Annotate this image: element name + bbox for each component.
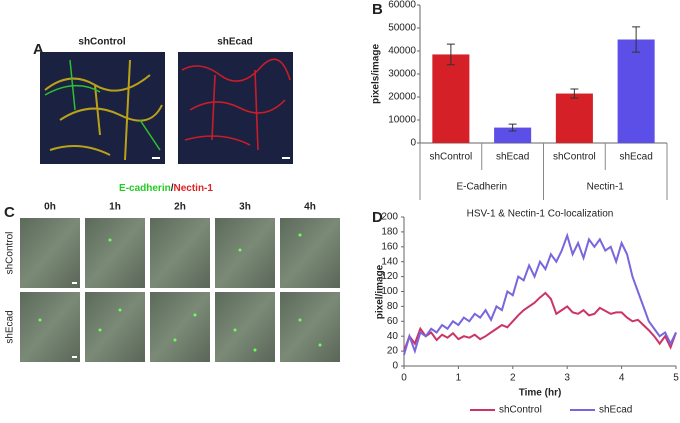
- panel-label: B: [372, 1, 383, 18]
- error-bar: [632, 26, 641, 53]
- group-label: E-Cadherin: [456, 182, 507, 193]
- caption-part: Nectin-1: [174, 183, 214, 194]
- micrograph: [20, 292, 80, 362]
- y-tick-label: 120: [381, 271, 398, 282]
- x-tick-label: 1: [456, 373, 462, 384]
- x-tick-label: shControl: [553, 152, 596, 163]
- panel-a-images: [40, 52, 293, 164]
- column-label: 0h: [44, 202, 56, 213]
- chart-title: HSV-1 & Nectin-1 Co-localization: [467, 209, 614, 220]
- group-label: Nectin-1: [587, 182, 625, 193]
- y-tick-label: 40000: [388, 46, 416, 57]
- panel-label: A: [33, 41, 44, 58]
- x-tick-label: shEcad: [619, 152, 652, 163]
- y-tick-label: 0: [410, 138, 416, 149]
- column-label: shEcad: [217, 37, 253, 48]
- y-tick-label: 20: [387, 346, 399, 357]
- y-tick-label: 30000: [388, 69, 416, 80]
- y-tick-label: 100: [381, 286, 398, 297]
- caption: E-cadherin/Nectin-1: [119, 183, 213, 194]
- panel-label: C: [4, 204, 15, 221]
- error-bar: [508, 123, 517, 132]
- line: [403, 291, 677, 352]
- x-tick-label: shEcad: [496, 152, 529, 163]
- micrograph: [40, 52, 165, 164]
- micrograph: [280, 292, 340, 362]
- y-tick-label: 60: [387, 316, 399, 327]
- x-tick-label: 5: [673, 373, 679, 384]
- column-label: 1h: [109, 202, 121, 213]
- y-tick-label: 80: [387, 301, 399, 312]
- x-tick-label: 2: [510, 373, 516, 384]
- y-tick-label: 160: [381, 241, 398, 252]
- y-tick-label: 20000: [388, 92, 416, 103]
- column-label: 3h: [239, 202, 251, 213]
- x-tick-label: shControl: [429, 152, 472, 163]
- cell-borders: [44, 59, 161, 151]
- scale-bar: [72, 356, 77, 358]
- micrograph: [85, 218, 145, 288]
- y-tick-label: 40: [387, 331, 399, 342]
- legend-label: shEcad: [599, 405, 632, 416]
- y-tick-label: 200: [381, 212, 398, 223]
- caption-part: /: [171, 183, 174, 194]
- y-tick-label: 50000: [388, 23, 416, 34]
- y-tick-label: 0: [392, 361, 398, 372]
- green-spots: [38, 233, 322, 352]
- micrograph: [215, 292, 275, 362]
- bar: [555, 93, 593, 143]
- scale-bar: [152, 157, 160, 159]
- scale-bar: [72, 282, 77, 284]
- line: [403, 232, 677, 356]
- cell-borders: [44, 59, 163, 161]
- micrograph: [150, 292, 210, 362]
- y-tick-label: 180: [381, 227, 398, 238]
- x-axis-label: Time (hr): [519, 388, 562, 399]
- micrograph: [215, 218, 275, 288]
- y-tick-label: 140: [381, 256, 398, 267]
- legend-label: shControl: [499, 405, 542, 416]
- cell-borders: [181, 58, 291, 151]
- y-axis-label: pixels/image: [371, 44, 382, 104]
- bar: [432, 54, 470, 144]
- micrograph: [20, 218, 80, 288]
- column-label: 2h: [174, 202, 186, 213]
- y-axis-label: pixel/image: [375, 264, 386, 319]
- x-tick-label: 4: [619, 373, 625, 384]
- y-tick-label: 60000: [388, 0, 416, 11]
- error-bar: [446, 43, 455, 66]
- row-label: shControl: [5, 232, 16, 275]
- column-label: shControl: [78, 37, 125, 48]
- x-tick-label: 3: [564, 373, 570, 384]
- x-tick-label: 0: [401, 373, 407, 384]
- column-label: 4h: [304, 202, 316, 213]
- panel-c-images: [20, 218, 340, 362]
- panel-label: D: [372, 209, 383, 226]
- scale-bar: [282, 157, 290, 159]
- bar: [494, 127, 532, 143]
- error-bar: [570, 88, 579, 99]
- caption-part: E-cadherin: [119, 183, 171, 194]
- bar: [617, 39, 655, 143]
- micrograph: [280, 218, 340, 288]
- micrograph: [150, 218, 210, 288]
- y-tick-label: 10000: [388, 115, 416, 126]
- row-label: shEcad: [5, 310, 16, 343]
- micrograph: [85, 292, 145, 362]
